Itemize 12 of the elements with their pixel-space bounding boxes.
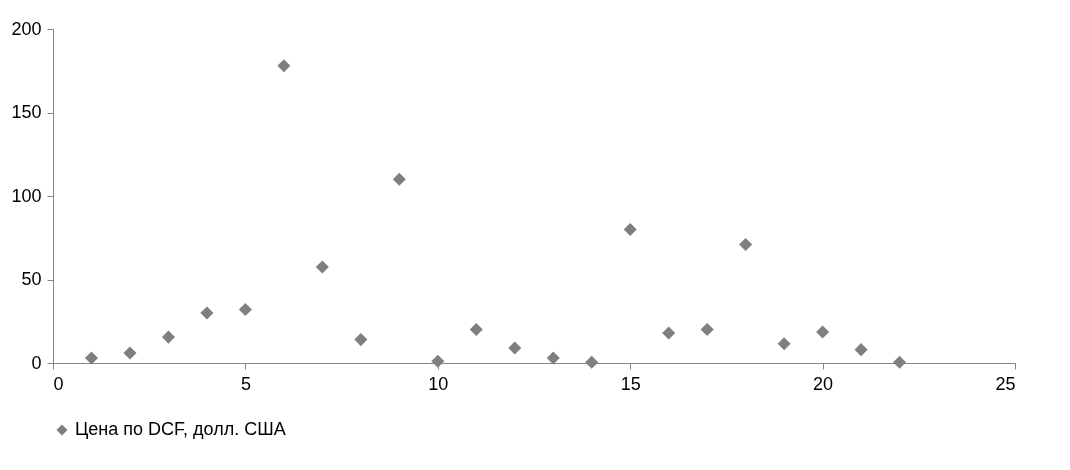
x-tick-label: 25 [995, 373, 1016, 394]
y-tick-label: 0 [31, 352, 42, 373]
x-tick-label: 5 [240, 373, 251, 394]
legend-label: Цена по DCF, долл. США [75, 419, 286, 439]
x-tick-label: 20 [813, 373, 834, 394]
x-tick-label: 15 [620, 373, 641, 394]
y-tick-label: 150 [11, 102, 42, 122]
y-tick-label: 200 [11, 18, 42, 39]
y-tick-label: 100 [11, 185, 42, 206]
x-tick-label: 10 [428, 373, 449, 394]
x-tick-label: 0 [53, 373, 64, 394]
y-tick-label: 50 [21, 269, 42, 289]
